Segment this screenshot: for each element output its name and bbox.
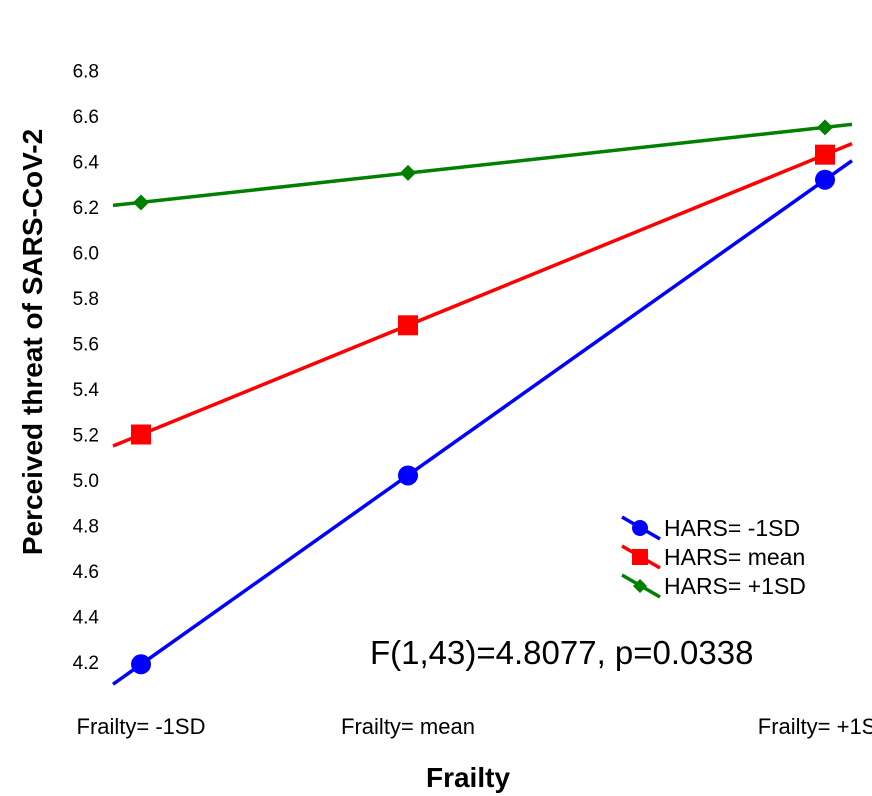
- y-tick-label: 6.8: [73, 62, 99, 83]
- y-tick-label: 6.4: [73, 153, 100, 174]
- data-point: [817, 119, 833, 136]
- legend-item-hars-1sd: HARS= -1SD: [621, 515, 800, 541]
- statistics-annotation: F(1,43)=4.8077, p=0.0338: [370, 634, 753, 671]
- x-tick-label: Frailty= -1SD: [77, 714, 206, 739]
- y-axis-ticks: 4.2 4.4 4.6 4.8 5.0 5.2 5.4 5.6 5.8 6.0 6.2 6.4 6.6 6…: [73, 62, 100, 675]
- data-point: [398, 465, 418, 486]
- y-tick-label: 6.6: [73, 107, 99, 128]
- legend-label: HARS= +1SD: [664, 573, 806, 599]
- data-point: [815, 169, 835, 190]
- y-tick-label: 6.0: [73, 244, 99, 265]
- x-tick-label: Frailty= +1SD: [758, 714, 872, 739]
- y-axis-title: Perceived threat of SARS-CoV-2: [17, 129, 48, 555]
- y-tick-label: 4.6: [73, 562, 99, 583]
- y-tick-label: 5.4: [73, 380, 100, 401]
- data-point: [131, 654, 151, 675]
- data-point: [398, 315, 418, 336]
- y-tick-label: 5.6: [73, 335, 99, 356]
- data-point: [131, 424, 151, 445]
- y-tick-label: 5.2: [73, 426, 99, 447]
- x-axis-title: Frailty: [426, 762, 510, 793]
- legend-marker: [633, 579, 647, 593]
- legend-label: HARS= -1SD: [664, 515, 800, 541]
- y-tick-label: 4.4: [73, 608, 100, 629]
- data-point: [133, 194, 149, 211]
- x-tick-label: Frailty= mean: [341, 714, 475, 739]
- x-axis-ticks: Frailty= -1SD Frailty= mean Frailty= +1SD: [77, 714, 872, 739]
- legend-item-hars-1sd: HARS= +1SD: [621, 573, 806, 599]
- series-hars-mean: [112, 142, 853, 448]
- series-hars-1sd: [111, 159, 854, 686]
- legend-marker: [632, 549, 648, 565]
- data-point: [815, 144, 835, 165]
- series-line: [111, 159, 854, 686]
- y-tick-label: 6.2: [73, 198, 99, 219]
- y-tick-label: 5.8: [73, 289, 99, 310]
- y-tick-label: 4.2: [73, 653, 99, 674]
- series-hars-1sd: [112, 119, 853, 211]
- data-point: [400, 164, 416, 181]
- legend: HARS= -1SD HARS= mean HARS= +1SD: [621, 515, 806, 599]
- legend-label: HARS= mean: [664, 544, 805, 570]
- legend-item-hars-mean: HARS= mean: [621, 544, 805, 570]
- series-layer: [111, 119, 854, 686]
- y-tick-label: 5.0: [73, 471, 99, 492]
- y-tick-label: 4.8: [73, 517, 99, 538]
- series-line: [112, 122, 853, 208]
- legend-marker: [632, 520, 648, 536]
- series-line: [112, 142, 853, 448]
